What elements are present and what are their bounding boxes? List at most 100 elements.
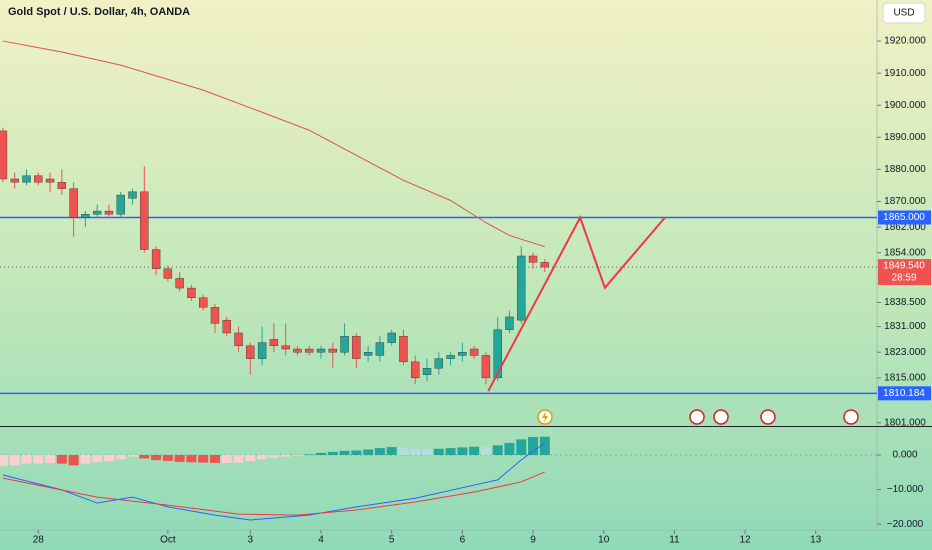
candle-body bbox=[316, 348, 326, 353]
candle-body bbox=[375, 342, 385, 356]
histogram-bar bbox=[539, 436, 550, 455]
candle-body bbox=[45, 178, 55, 183]
candle-body bbox=[328, 348, 337, 353]
x-tick-label: Oct bbox=[160, 535, 176, 546]
histogram-bar bbox=[68, 454, 79, 466]
last-price-label: 1849.540 bbox=[883, 261, 925, 272]
histogram-bar bbox=[363, 449, 374, 455]
histogram-bar bbox=[139, 454, 150, 459]
histogram-bar bbox=[33, 454, 44, 464]
y-tick-label: 1870.000 bbox=[884, 196, 926, 207]
us-flag-icon[interactable] bbox=[713, 409, 729, 425]
histogram-bar bbox=[480, 447, 491, 455]
chart-title: Gold Spot / U.S. Dollar, 4h, OANDA bbox=[8, 6, 190, 18]
x-tick-label: 9 bbox=[530, 535, 536, 546]
countdown-label: 28:59 bbox=[891, 273, 916, 284]
flag-icons bbox=[689, 409, 859, 425]
level-label-box bbox=[878, 386, 931, 401]
candle-body bbox=[140, 191, 149, 250]
candle-body bbox=[517, 255, 526, 321]
histogram-bar bbox=[280, 454, 291, 457]
candle-body bbox=[411, 361, 420, 379]
histogram-bar bbox=[315, 452, 326, 455]
macd-line bbox=[2, 442, 546, 521]
candle-body bbox=[81, 214, 90, 218]
candle-body bbox=[210, 307, 220, 324]
histogram-bar bbox=[115, 454, 126, 460]
candle-body bbox=[446, 355, 455, 359]
candle-body bbox=[422, 368, 432, 375]
y2-tick-label: −10.000 bbox=[887, 484, 924, 495]
candle-body bbox=[104, 210, 114, 215]
y2-tick-label: −20.000 bbox=[887, 519, 924, 530]
x-tick-label: 11 bbox=[669, 535, 680, 546]
candle-body bbox=[34, 175, 43, 183]
y-tick-label: 1890.000 bbox=[884, 132, 926, 143]
macd-line bbox=[2, 471, 546, 516]
histogram-bar bbox=[21, 454, 32, 464]
level-label: 1810.184 bbox=[883, 388, 925, 399]
candle-body bbox=[116, 194, 125, 215]
candle-body bbox=[481, 355, 491, 379]
candle-body bbox=[246, 345, 255, 359]
x-tick-label: 5 bbox=[389, 535, 395, 546]
candle-body bbox=[128, 191, 137, 199]
candle-body bbox=[151, 249, 161, 270]
y-tick-label: 1854.000 bbox=[884, 247, 926, 258]
y-tick-label: 1823.000 bbox=[884, 347, 926, 358]
histogram-bar bbox=[304, 454, 315, 455]
histogram-bar bbox=[245, 454, 256, 462]
candle-body bbox=[363, 352, 373, 356]
histogram-bar bbox=[127, 454, 138, 457]
moving-average bbox=[2, 40, 545, 248]
candle-body bbox=[281, 345, 290, 350]
histogram-bar bbox=[422, 448, 433, 455]
candle-body bbox=[434, 358, 443, 369]
candle-body bbox=[92, 210, 102, 215]
y-tick-label: 1880.000 bbox=[884, 164, 926, 175]
candle-body bbox=[540, 262, 550, 268]
candle-body bbox=[269, 339, 279, 347]
histogram-bar bbox=[433, 448, 444, 455]
currency-label: USD bbox=[893, 8, 914, 19]
histogram-bar bbox=[9, 454, 20, 466]
x-tick-label: 12 bbox=[740, 535, 752, 546]
histogram-bar bbox=[339, 450, 350, 455]
histogram-bar bbox=[92, 454, 103, 462]
candle-body bbox=[57, 182, 67, 189]
candle-body bbox=[458, 352, 467, 356]
lightning-icon bbox=[542, 411, 548, 423]
y-tick-label: 1831.000 bbox=[884, 321, 926, 332]
histogram-bar bbox=[56, 454, 67, 464]
candle-body bbox=[399, 335, 408, 363]
x-tick-label: 10 bbox=[598, 535, 610, 546]
histogram-bar bbox=[398, 447, 409, 455]
histogram-bar bbox=[292, 454, 303, 456]
last-price-box bbox=[878, 259, 931, 286]
us-flag-icon[interactable] bbox=[843, 409, 859, 425]
histogram-bar bbox=[151, 454, 162, 461]
candle-body bbox=[22, 175, 31, 183]
candle-body bbox=[175, 278, 184, 289]
histogram-bar bbox=[457, 447, 468, 455]
histogram-bar bbox=[528, 437, 539, 455]
candle-body bbox=[528, 255, 538, 263]
histogram-bar bbox=[327, 451, 338, 455]
histogram-bar bbox=[469, 446, 480, 455]
us-flag-icon[interactable] bbox=[689, 409, 705, 425]
currency-button[interactable] bbox=[882, 2, 926, 24]
candle-body bbox=[469, 348, 479, 356]
us-flag-icon[interactable] bbox=[760, 409, 776, 425]
candle-body bbox=[234, 332, 243, 347]
histogram-bar bbox=[174, 454, 185, 462]
histogram-bar bbox=[410, 448, 421, 455]
candle-body bbox=[305, 348, 314, 353]
candle-body bbox=[493, 329, 502, 379]
candle-body bbox=[505, 316, 514, 330]
histogram-bar bbox=[351, 450, 362, 455]
candle-body bbox=[0, 130, 8, 180]
y-tick-label: 1920.000 bbox=[884, 36, 926, 47]
y-tick-label: 1900.000 bbox=[884, 100, 926, 111]
marks: 1920.000 1910.000 1900.000 1890.000 1880.000… bbox=[0, 36, 931, 546]
